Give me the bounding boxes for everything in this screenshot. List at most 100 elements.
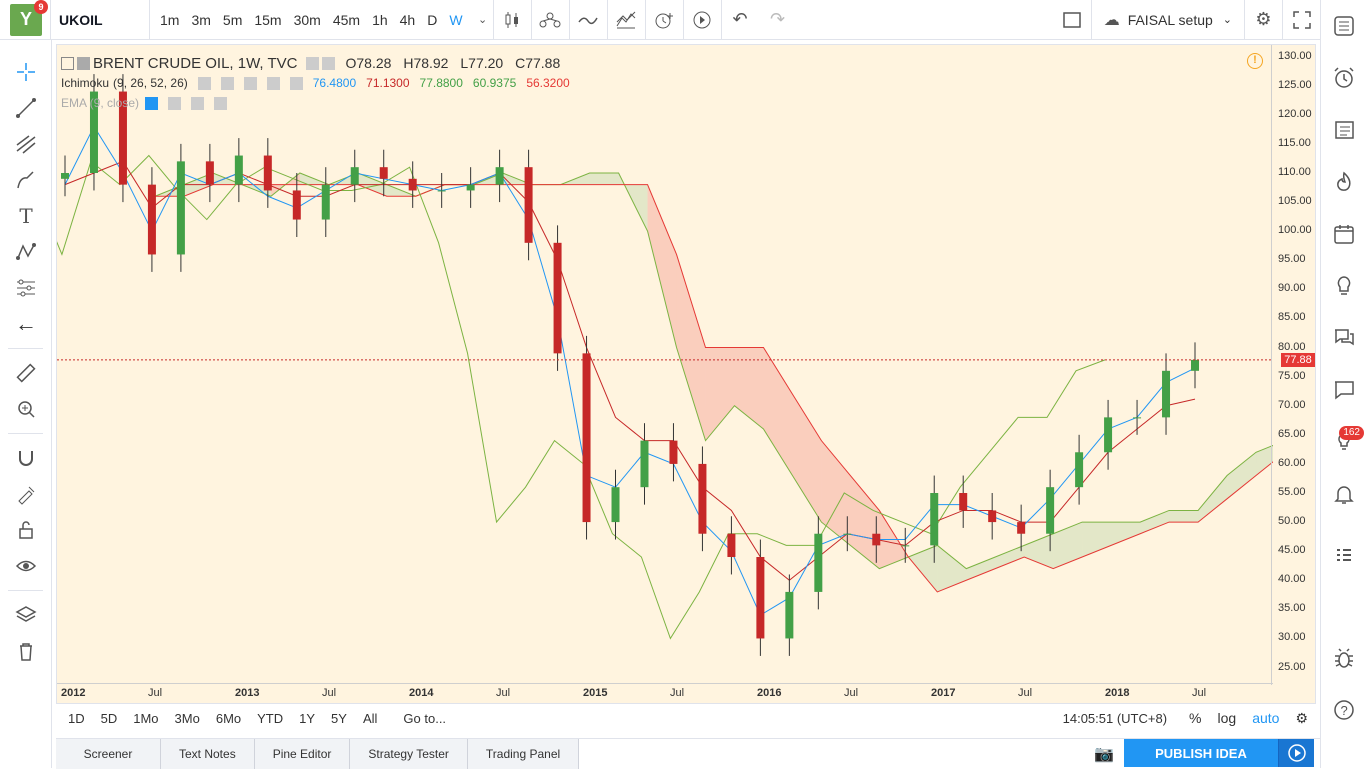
calendar-icon[interactable] (1321, 208, 1366, 260)
redo-icon[interactable]: ↷ (770, 9, 786, 29)
range-1y[interactable]: 1Y (299, 710, 316, 726)
symbol-search[interactable]: UKOIL (50, 0, 150, 40)
auto-scale-toggle[interactable]: auto (1252, 710, 1280, 726)
trash-icon[interactable] (0, 633, 52, 669)
ichimoku-visibility-icon[interactable] (197, 76, 211, 90)
interval-30m[interactable]: 30m (293, 11, 321, 28)
collapse-legend-icon[interactable] (61, 56, 74, 70)
data-window-icon[interactable] (1321, 104, 1366, 156)
settings-icon[interactable] (321, 56, 335, 70)
ema-more-icon[interactable] (191, 96, 205, 110)
back-arrow-icon[interactable]: ← (15, 311, 37, 336)
interval-3m[interactable]: 3m (191, 11, 211, 28)
fib-icon[interactable] (0, 126, 52, 162)
time-tick-label: Jul (148, 687, 163, 699)
interval-1m[interactable]: 1m (160, 11, 180, 28)
fullscreen-square-icon[interactable] (1053, 0, 1091, 40)
range-1mo[interactable]: 1Mo (133, 710, 159, 726)
brush-icon[interactable] (0, 162, 52, 198)
pattern-icon[interactable] (0, 234, 52, 270)
range-3mo[interactable]: 3Mo (174, 710, 200, 726)
tab-strategy-tester[interactable]: Strategy Tester (350, 738, 468, 769)
interval-d[interactable]: D (427, 11, 438, 28)
cloud-icon: ☁ (1103, 11, 1120, 29)
price-chart[interactable] (57, 45, 1273, 685)
publish-idea-button[interactable]: PUBLISH IDEA (1124, 739, 1314, 767)
stay-drawing-icon[interactable] (0, 476, 52, 512)
layers-icon[interactable] (0, 597, 52, 633)
streams-icon[interactable]: 162 (1321, 416, 1366, 468)
tab-trading-panel[interactable]: Trading Panel (467, 738, 580, 769)
range-6mo[interactable]: 6Mo (215, 710, 242, 726)
help-icon[interactable]: ? (1321, 684, 1366, 736)
snapshot-camera-icon[interactable]: 📷 (1094, 746, 1114, 763)
ideas-lightbulb-icon[interactable] (1321, 260, 1366, 312)
chat-icon[interactable] (1321, 364, 1366, 416)
watchlist-icon[interactable] (1321, 0, 1366, 52)
notifications-bell-icon[interactable] (1321, 468, 1366, 520)
ema-settings-icon[interactable] (168, 96, 182, 110)
bug-report-icon[interactable] (1321, 632, 1366, 684)
goto-button[interactable]: Go to... (403, 710, 447, 726)
ichimoku-remove-icon[interactable] (289, 76, 303, 90)
undo-icon[interactable]: ↶ (720, 0, 759, 40)
interval-15m[interactable]: 15m (254, 11, 282, 28)
play-icon[interactable] (1278, 739, 1314, 767)
chart-settings-gear-icon[interactable]: ⚙ (1295, 709, 1308, 726)
candle-body (930, 493, 939, 546)
tab-screener[interactable]: Screener (56, 738, 161, 769)
user-avatar[interactable]: Y 9 (10, 0, 48, 36)
tab-text-notes[interactable]: Text Notes (161, 738, 255, 769)
hotlist-icon[interactable] (1321, 156, 1366, 208)
prediction-icon[interactable] (0, 270, 52, 306)
ruler-icon[interactable] (0, 355, 52, 391)
log-toggle[interactable]: log (1217, 710, 1237, 726)
ichimoku-more-icon[interactable] (266, 76, 280, 90)
magnet-icon[interactable] (0, 440, 52, 476)
ichimoku-settings-icon[interactable] (220, 76, 234, 90)
time-axis[interactable]: 2012 Jul 2013 Jul 2014 Jul 2015 Jul 2016 Jul 2017 J… (57, 683, 1273, 703)
interval-4h[interactable]: 4h (399, 11, 416, 28)
ema-remove-icon[interactable] (214, 96, 228, 110)
ema-legend[interactable]: EMA (9, close) (61, 93, 590, 113)
trendline-icon[interactable] (0, 90, 52, 126)
timezone-clock[interactable]: 14:05:51 (UTC+8) (1062, 710, 1168, 726)
templates-icon[interactable] (606, 0, 645, 40)
indicators-icon[interactable] (568, 0, 607, 40)
chats-icon[interactable] (1321, 312, 1366, 364)
percent-toggle[interactable]: % (1189, 710, 1202, 726)
lock-icon[interactable] (0, 512, 52, 548)
tab-pine-editor[interactable]: Pine Editor (254, 738, 351, 769)
zoom-icon[interactable] (0, 391, 52, 427)
compare-icon[interactable] (530, 0, 569, 40)
interval-w[interactable]: W (449, 11, 463, 28)
fullscreen-icon[interactable] (1282, 0, 1320, 40)
ichimoku-source-icon[interactable] (243, 76, 257, 90)
warning-icon[interactable]: ! (1247, 53, 1263, 69)
interval-dropdown-icon[interactable]: ⌄ (477, 14, 488, 26)
layout-setup-button[interactable]: ☁ FAISAL setup ⌄ (1090, 0, 1244, 40)
range-5d[interactable]: 5D (100, 710, 118, 726)
interval-45m[interactable]: 45m (332, 11, 361, 28)
alert-icon[interactable] (644, 0, 683, 40)
interval-5m[interactable]: 5m (222, 11, 243, 28)
flag-icon[interactable] (77, 56, 90, 70)
settings-gear-icon[interactable]: ⚙ (1244, 0, 1282, 40)
ema-visibility-icon[interactable] (145, 96, 159, 110)
replay-icon[interactable] (682, 0, 721, 40)
visibility-icon[interactable] (305, 56, 319, 70)
range-ytd[interactable]: YTD (257, 710, 284, 726)
range-all[interactable]: All (362, 710, 378, 726)
crosshair-icon[interactable] (0, 54, 52, 90)
ichimoku-legend[interactable]: Ichimoku (9, 26, 52, 26) 76.4800 71.1300 7… (61, 73, 590, 93)
dom-icon[interactable] (1321, 530, 1366, 582)
eye-icon[interactable] (0, 548, 52, 584)
alarm-clock-icon[interactable] (1321, 52, 1366, 104)
price-axis[interactable]: 130.00 125.00 120.00 115.00 110.00 105.00 100.… (1271, 45, 1315, 685)
interval-1h[interactable]: 1h (372, 11, 388, 28)
candles-icon[interactable] (492, 0, 531, 40)
text-tool-icon[interactable]: T (19, 204, 33, 228)
chart-pane[interactable]: BRENT CRUDE OIL, 1W, TVC O78.28 H78.92 L… (56, 44, 1316, 704)
range-5y[interactable]: 5Y (331, 710, 347, 726)
range-1d[interactable]: 1D (68, 710, 85, 726)
